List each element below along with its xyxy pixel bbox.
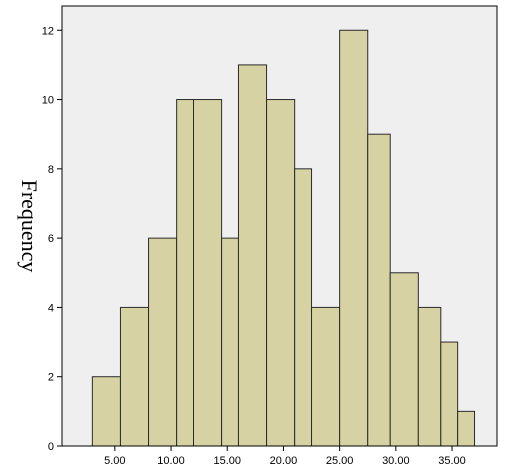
y-axis-title: Frequency xyxy=(17,180,42,273)
histogram-bar xyxy=(367,133,391,447)
histogram-bar xyxy=(221,237,239,447)
y-tick-label: 8 xyxy=(48,164,54,176)
histogram-bar xyxy=(440,341,459,447)
y-tick-label: 4 xyxy=(48,302,54,314)
x-tick-label: 20.00 xyxy=(270,455,298,467)
bars-group xyxy=(91,29,476,447)
histogram-bar xyxy=(294,168,313,447)
x-tick-label: 35.00 xyxy=(438,455,466,467)
histogram-bar xyxy=(266,99,296,447)
histogram-bar xyxy=(148,237,178,447)
histogram-bar xyxy=(339,29,369,447)
histogram-bar xyxy=(91,376,121,447)
histogram-bar xyxy=(457,410,476,447)
y-tick-label: 10 xyxy=(42,95,54,107)
y-axis: 0 2 4 6 8 10 12 xyxy=(42,6,63,453)
y-tick-label: 12 xyxy=(42,25,54,37)
histogram-bar xyxy=(119,306,150,447)
y-tick-label: 2 xyxy=(48,372,54,384)
x-tick-label: 15.00 xyxy=(213,455,241,467)
y-tick-label: 0 xyxy=(48,441,54,453)
histogram-bar xyxy=(237,64,268,447)
histogram-bar xyxy=(389,272,419,447)
histogram-bar xyxy=(176,99,195,447)
x-tick-label: 5.00 xyxy=(104,455,125,467)
histogram-bar xyxy=(417,306,442,447)
x-tick-label: 10.00 xyxy=(157,455,185,467)
y-tick-label: 6 xyxy=(48,233,54,245)
histogram-bar xyxy=(311,306,341,447)
x-axis: 5.00 10.00 15.00 20.00 25.00 30.00 35.00 xyxy=(62,445,497,467)
x-tick-label: 30.00 xyxy=(382,455,410,467)
histogram-bar xyxy=(193,99,223,447)
x-tick-label: 25.00 xyxy=(326,455,354,467)
